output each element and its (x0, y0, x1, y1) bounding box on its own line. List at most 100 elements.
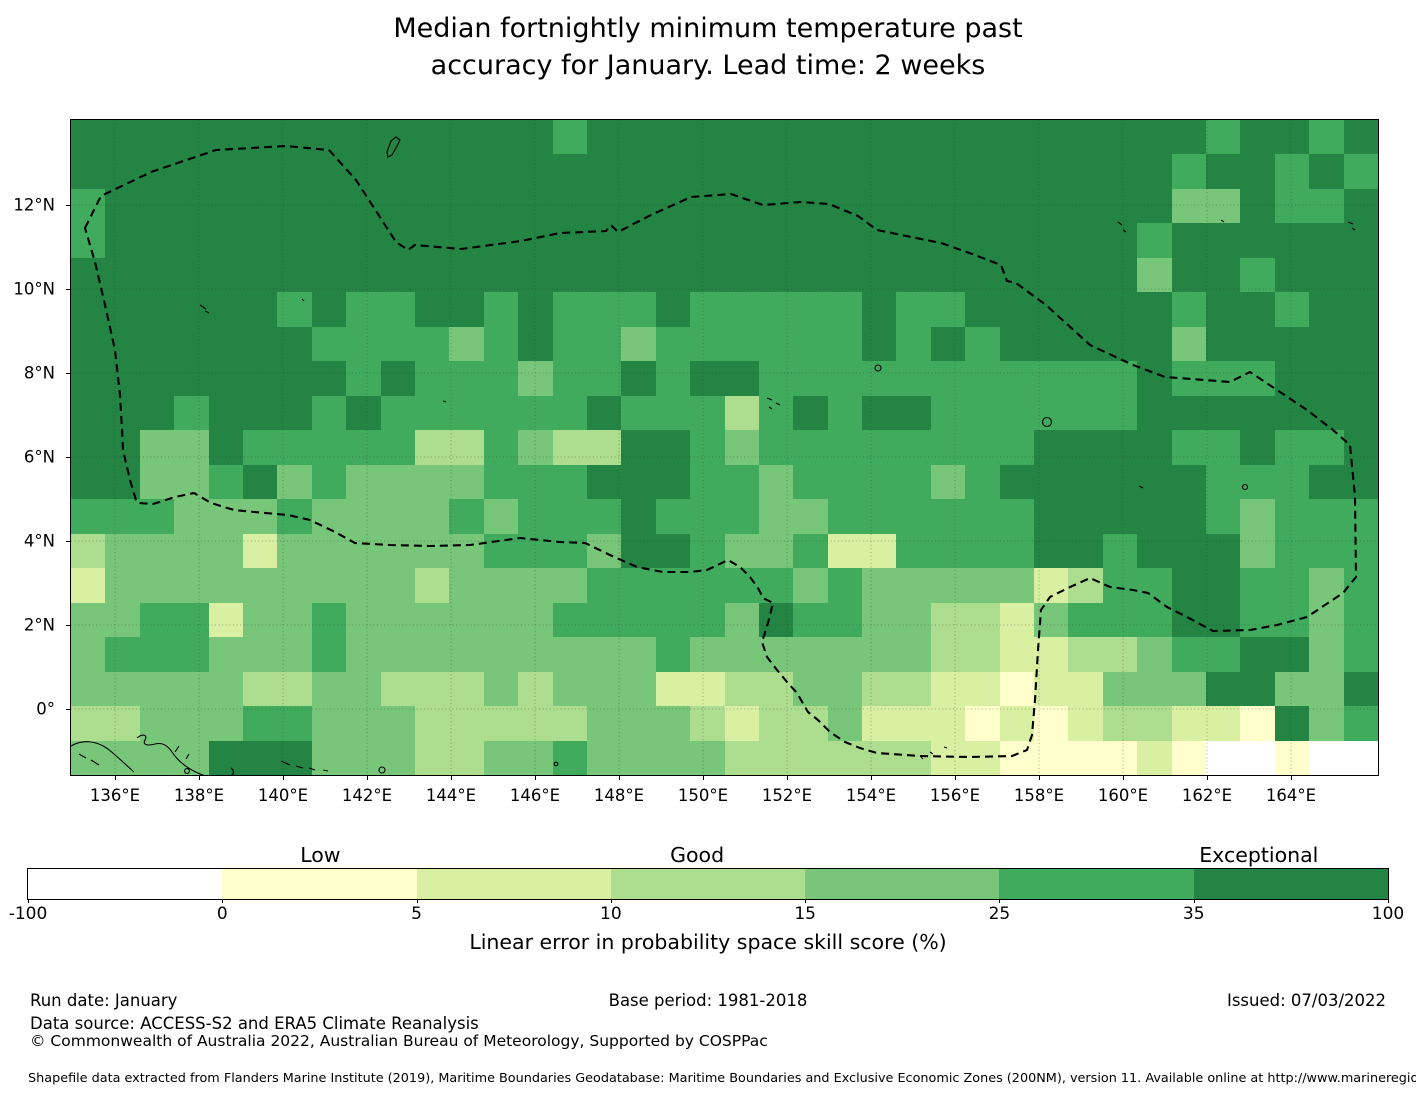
heatmap-cell (655, 740, 691, 775)
heatmap-cell (380, 533, 415, 569)
heatmap-cell (655, 602, 691, 638)
colorbar-tick-mark (805, 899, 807, 903)
colorbar-tick-label: 25 (988, 904, 1011, 924)
heatmap-cell (174, 154, 209, 189)
heatmap-cell (311, 464, 347, 500)
colorbar-tick-label: -100 (8, 904, 48, 924)
heatmap-cell (1068, 602, 1103, 638)
y-tick-mark (66, 205, 71, 206)
x-tick-label: 150°E (677, 786, 729, 805)
heatmap-cell (1137, 154, 1172, 189)
heatmap-cell (105, 602, 140, 638)
heatmap-cell (1068, 188, 1103, 224)
heatmap-cell (1274, 706, 1310, 741)
heatmap-cell (346, 223, 381, 258)
heatmap-cell (793, 602, 828, 638)
heatmap-cell (552, 395, 587, 431)
heatmap-cell (1102, 361, 1138, 396)
heatmap-cell (380, 223, 415, 258)
y-tick-label: 6°N (23, 447, 55, 467)
heatmap-cell (174, 499, 209, 534)
heatmap-cell (483, 395, 519, 431)
heatmap-cell (758, 637, 794, 672)
heatmap-cell (174, 533, 209, 569)
heatmap-cell (896, 602, 931, 638)
heatmap-cell (827, 533, 863, 569)
heatmap-cell (896, 395, 931, 431)
heatmap-cell (621, 257, 656, 293)
heatmap-cell (483, 637, 519, 672)
colorbar-category-label: Low (300, 843, 341, 867)
heatmap-cell (1171, 292, 1207, 327)
heatmap-cell (1068, 292, 1103, 327)
heatmap-cell (1137, 257, 1172, 293)
heatmap-cell (414, 430, 450, 465)
heatmap-cell (346, 292, 381, 327)
heatmap-cell (621, 326, 656, 362)
heatmap-cell (449, 326, 484, 362)
heatmap-cell (105, 671, 140, 707)
heatmap-cell (1102, 292, 1138, 327)
copyright-text: © Commonwealth of Australia 2022, Austra… (30, 1032, 768, 1050)
x-tick-label: 154°E (845, 786, 897, 805)
heatmap-cell (1343, 533, 1378, 569)
heatmap-cell (208, 154, 243, 189)
heatmap-cell (1206, 120, 1241, 155)
heatmap-cell (311, 188, 347, 224)
heatmap-cell (1206, 637, 1241, 672)
heatmap-cell (827, 602, 863, 638)
heatmap-cell (174, 223, 209, 258)
heatmap-cell (862, 154, 897, 189)
heatmap-cell (242, 257, 278, 293)
heatmap-cell (105, 706, 140, 741)
heatmap-cell (896, 257, 931, 293)
heatmap-cell (552, 533, 587, 569)
heatmap-cell (1274, 223, 1310, 258)
heatmap-cell (380, 326, 415, 362)
heatmap-cell (1309, 533, 1344, 569)
heatmap-cell (724, 257, 759, 293)
colorbar-tick-mark (28, 899, 29, 903)
heatmap-cell (1343, 120, 1378, 155)
heatmap-cell (71, 533, 106, 569)
heatmap-cell (242, 671, 278, 707)
heatmap-cell (380, 464, 415, 500)
heatmap-cell (208, 292, 243, 327)
heatmap-cell (1171, 395, 1207, 431)
heatmap-cell (552, 671, 587, 707)
heatmap-cell (724, 361, 759, 396)
heatmap-cell (139, 464, 175, 500)
heatmap-cell (655, 637, 691, 672)
heatmap-cell (242, 464, 278, 500)
heatmap-cell (311, 706, 347, 741)
heatmap-cell (1309, 257, 1344, 293)
heatmap-cell (793, 568, 828, 603)
heatmap-cell (724, 292, 759, 327)
heatmap-cell (1102, 326, 1138, 362)
heatmap-cell (1206, 464, 1241, 500)
graticule-gridlines (71, 120, 1378, 775)
heatmap-cell (311, 257, 347, 293)
heatmap-cell (690, 257, 725, 293)
heatmap-cell (380, 740, 415, 775)
heatmap-cell (1068, 257, 1103, 293)
heatmap-cell (1137, 671, 1172, 707)
heatmap-cell (71, 395, 106, 431)
heatmap-cell (690, 154, 725, 189)
heatmap-cell (793, 706, 828, 741)
heatmap-cell (449, 292, 484, 327)
heatmap-cell (758, 740, 794, 775)
y-tick-mark (66, 457, 71, 458)
y-tick-label: 10°N (13, 279, 55, 299)
heatmap-cell (311, 602, 347, 638)
heatmap-cell (1206, 154, 1241, 189)
heatmap-cell (1137, 499, 1172, 534)
heatmap-cell (483, 464, 519, 500)
heatmap-cell (965, 533, 1000, 569)
heatmap-cell (724, 223, 759, 258)
heatmap-cell (1343, 499, 1378, 534)
heatmap-cell (1137, 395, 1172, 431)
heatmap-cell (793, 120, 828, 155)
heatmap-cell (655, 464, 691, 500)
heatmap-cell (965, 154, 1000, 189)
